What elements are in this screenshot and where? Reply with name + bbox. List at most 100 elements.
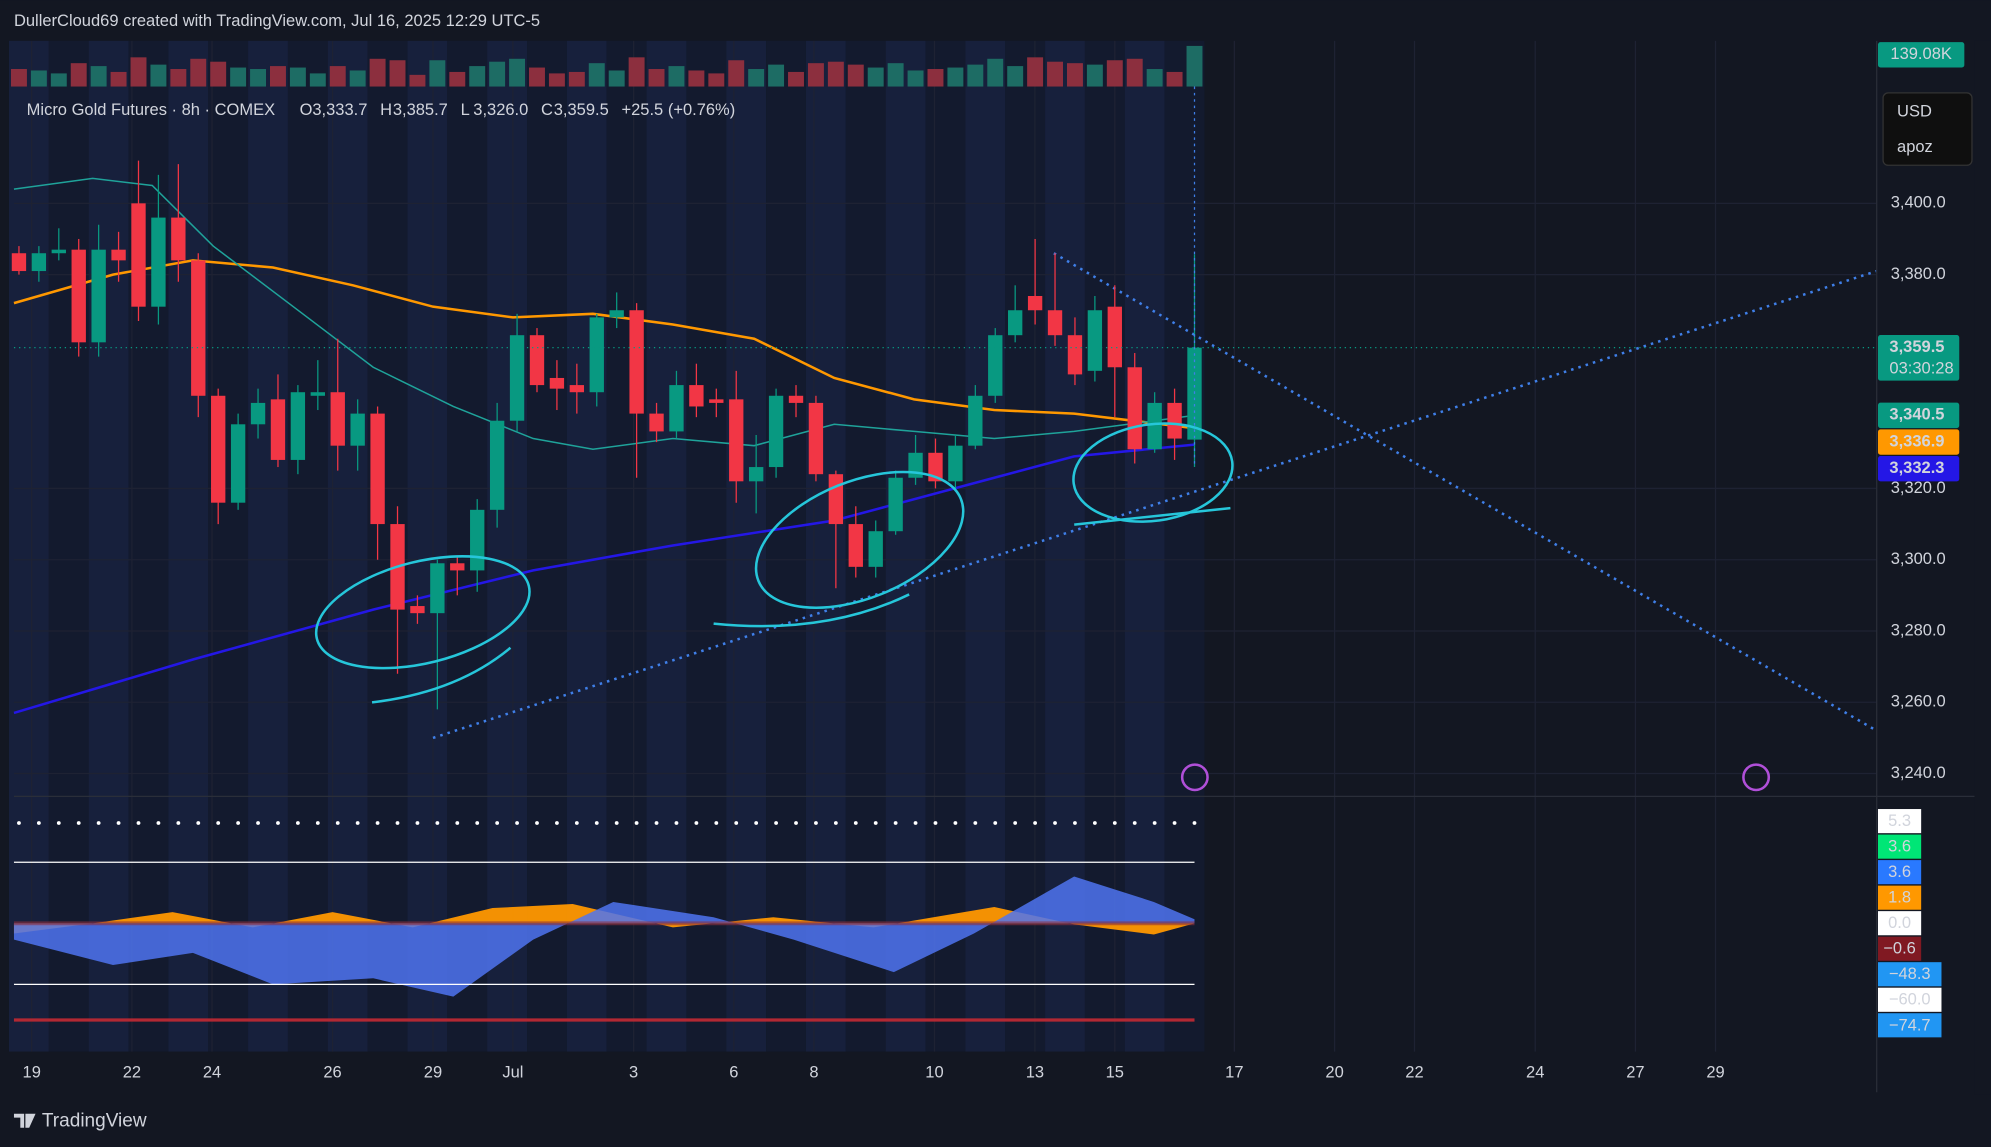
session-band (726, 40, 767, 1052)
signal-dot (654, 821, 659, 825)
signal-dot (1053, 821, 1057, 825)
volume-bar (1186, 45, 1203, 87)
currency-box (1882, 92, 1973, 166)
candle-body (71, 249, 86, 343)
volume-bar (628, 57, 645, 87)
candle-body (1127, 367, 1142, 450)
stroke (371, 646, 512, 704)
session-band (885, 40, 926, 1052)
volume-bar (1126, 58, 1143, 87)
volume-bar (389, 60, 406, 87)
x-tick-label: 29 (424, 1064, 442, 1082)
volume-bar (10, 69, 27, 87)
candle-body (968, 395, 983, 446)
signal-dot (1013, 821, 1018, 825)
volume-bar (987, 58, 1004, 87)
y-tick-label: 3,240.0 (1891, 764, 1946, 782)
countdown: 03:30:28 (1889, 360, 1953, 378)
signal-dot (76, 821, 81, 825)
price-label: 3,340.5 (1889, 406, 1944, 424)
session-band (805, 40, 846, 1052)
x-tick-label: 22 (123, 1064, 141, 1082)
price-label-bg (1877, 429, 1960, 455)
signal-dot (1152, 821, 1157, 825)
candle-body (489, 420, 505, 510)
osc-label: 5.3 (1888, 812, 1911, 830)
candle-body (111, 249, 126, 261)
volume-bar (429, 60, 446, 87)
ma-line (13, 443, 1195, 715)
ohlc-value: 3,359.5 (554, 101, 609, 119)
osc-label: 0.0 (1888, 914, 1911, 932)
stroke (1074, 506, 1231, 526)
osc-label: 3.6 (1888, 838, 1911, 856)
signal-dot (36, 821, 41, 825)
volume-bar (230, 67, 247, 87)
signal-dot (1112, 821, 1117, 825)
signal-dot (116, 821, 121, 825)
volume-bar (329, 66, 346, 87)
signal-dot (475, 821, 480, 825)
candle-body (11, 253, 27, 272)
candle-body (549, 377, 565, 389)
candle-body (230, 424, 246, 503)
signal-dot (993, 821, 998, 825)
stroke (713, 593, 910, 628)
session-band (925, 40, 966, 1052)
x-tick-label: 20 (1325, 1064, 1343, 1082)
candle-body (808, 402, 824, 475)
volume-bar (947, 67, 964, 87)
volume-bar (887, 63, 904, 87)
logo (13, 1113, 36, 1128)
ohlc-key: H (380, 101, 392, 119)
signal-dot (515, 821, 519, 825)
candle-body (589, 317, 604, 393)
volume-bar (748, 69, 765, 87)
candle-body (1008, 310, 1023, 336)
ma-line (13, 177, 1195, 451)
osc-label: −60.0 (1889, 991, 1931, 1009)
candle-body (529, 335, 545, 386)
x-tick-label: 24 (203, 1064, 221, 1082)
candle-body (689, 385, 704, 407)
candle-body (410, 606, 425, 614)
signal-dot (833, 821, 838, 825)
volume-bar (509, 58, 526, 87)
candle-body (948, 445, 963, 482)
volume-bar (827, 61, 844, 87)
ohlc-key: L (461, 101, 470, 119)
x-tick-label: 13 (1026, 1064, 1044, 1082)
candle-body (649, 413, 664, 432)
session-shading (8, 40, 1205, 1052)
oscillator-area (13, 876, 1195, 997)
x-tick-label: 17 (1225, 1064, 1243, 1082)
signal-dot (136, 821, 141, 825)
candle-body (330, 392, 345, 446)
ellipse (754, 470, 965, 609)
candle-body (1047, 310, 1063, 336)
price-label: 3,336.9 (1889, 432, 1944, 450)
volume-bar (150, 64, 167, 87)
volume-bar (70, 63, 87, 87)
trend-line (432, 269, 1878, 740)
osc-label: −74.7 (1889, 1016, 1931, 1034)
annotations (314, 422, 1234, 704)
volume-bar (489, 61, 506, 87)
candle-body (988, 335, 1003, 396)
volume-bar (349, 70, 366, 87)
volume-bar (927, 69, 944, 87)
y-tick-label: 3,400.0 (1891, 194, 1946, 212)
volume-label: 139.08K (1890, 45, 1951, 63)
candle-body (1087, 310, 1103, 371)
session-band (8, 40, 49, 1052)
session-band (208, 40, 249, 1052)
osc-label-bg (1877, 885, 1922, 910)
x-tick-label: 29 (1706, 1064, 1724, 1082)
session-band (766, 40, 806, 1052)
osc-label-bg (1877, 834, 1922, 859)
signal-dot (256, 821, 260, 825)
volume-bar (588, 63, 605, 87)
candle-body (709, 399, 724, 403)
candle-body (310, 392, 325, 396)
signal-dot (853, 821, 858, 825)
